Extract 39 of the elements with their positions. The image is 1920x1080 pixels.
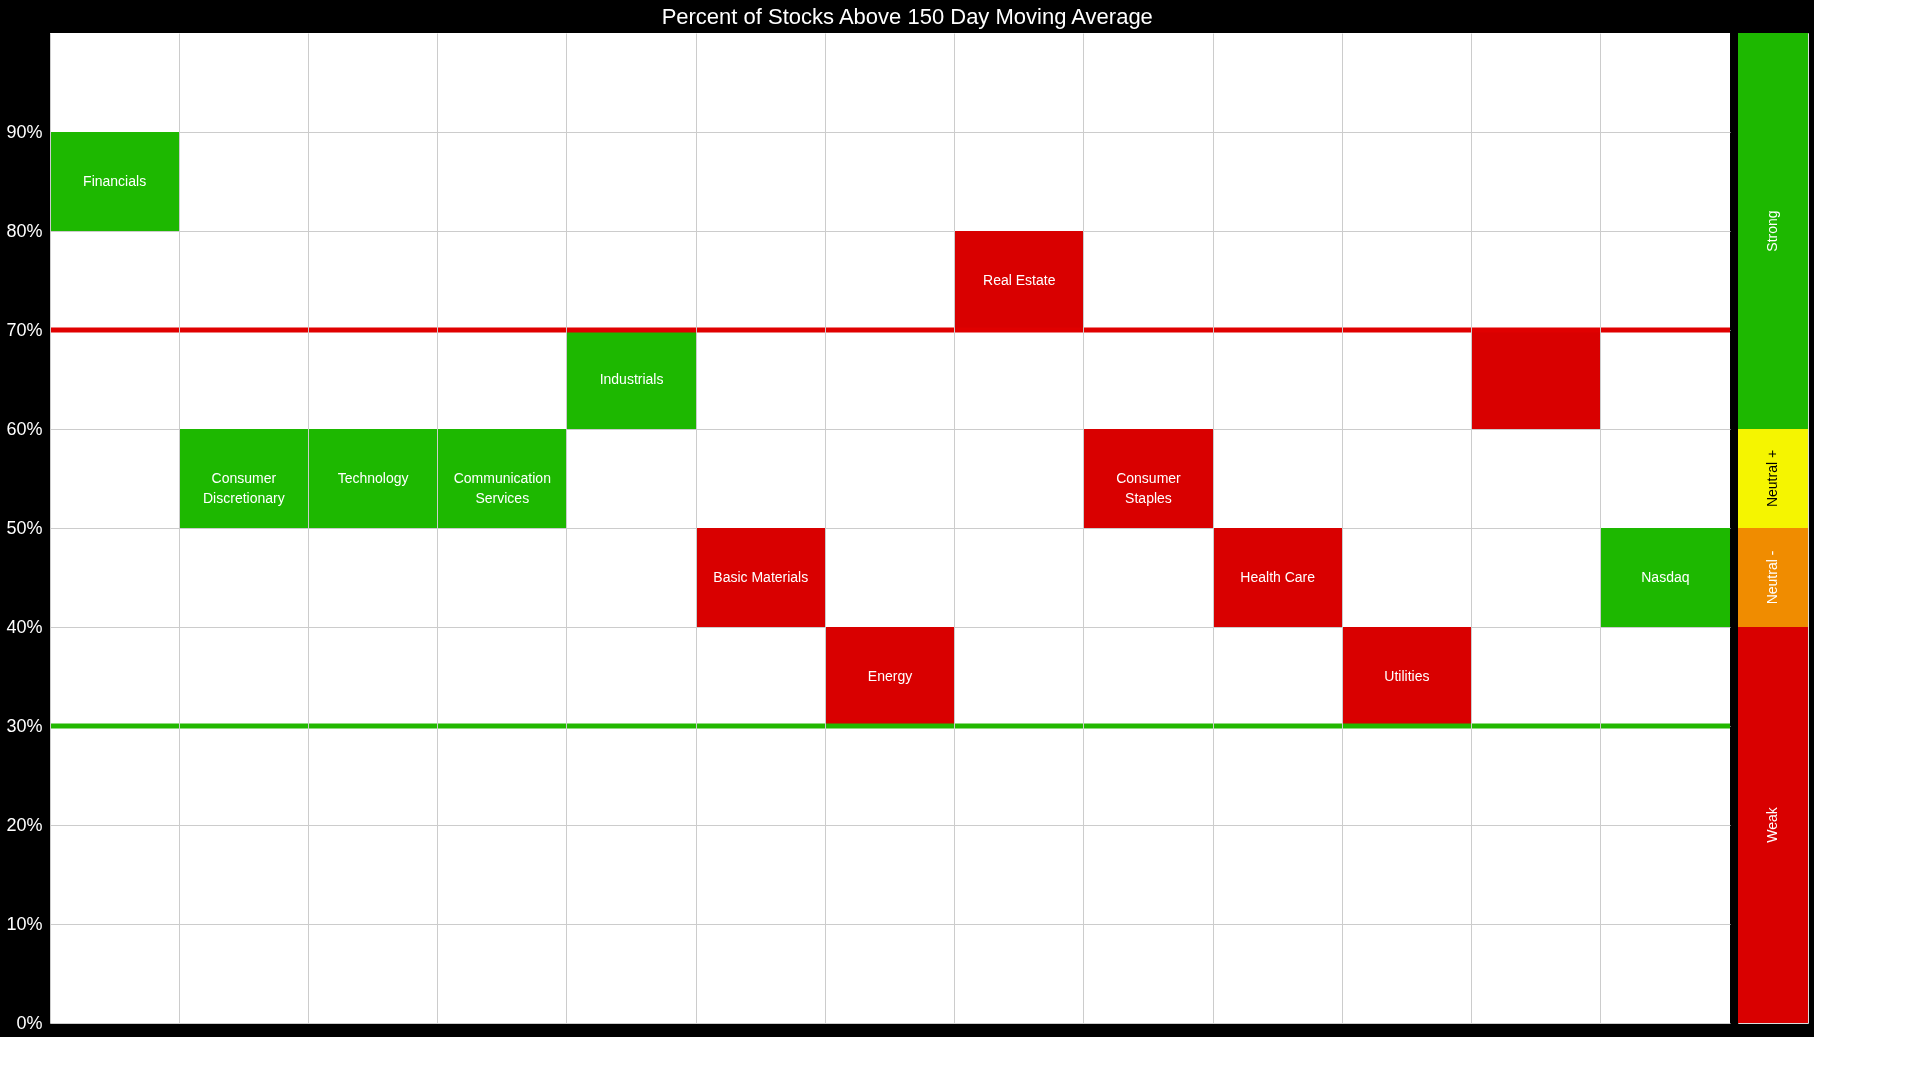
y-tick-label: 70% [6, 319, 43, 340]
bar [1083, 429, 1214, 528]
bar [1213, 528, 1343, 627]
bar [1600, 528, 1730, 627]
y-tick-label: 50% [6, 517, 43, 538]
series-label: Weak [1764, 806, 1780, 843]
y-tick-label: 80% [6, 220, 43, 241]
bar [696, 528, 826, 627]
y-tick-label: 90% [6, 121, 43, 142]
x-tick-label: Nasdaq [1641, 568, 1690, 585]
bar [50, 132, 180, 231]
y-tick-label: 10% [6, 913, 43, 934]
bar [1738, 528, 1808, 627]
x-tick-label: Industrials [599, 370, 664, 387]
x-tick-label: Technology [337, 469, 409, 486]
x-tick-label: Health Care [1240, 568, 1316, 585]
series-label: Neutral - [1764, 550, 1780, 605]
bar [1738, 33, 1808, 429]
y-tick-label: 20% [6, 814, 43, 835]
y-tick-label: 60% [6, 418, 43, 439]
bar [1342, 627, 1472, 726]
x-tick-label: Communication Services [453, 469, 551, 506]
y-tick-label: 0% [16, 1012, 43, 1033]
chart-title: Percent of Stocks Above 150 Day Moving Average [661, 3, 1153, 29]
series-label: Neutral + [1764, 449, 1780, 508]
bar [825, 627, 955, 726]
x-tick-label: Energy [867, 667, 913, 684]
y-tick-label: 30% [6, 715, 43, 736]
y-tick-label: 40% [6, 616, 43, 637]
x-tick-label: Consumer Staples [1116, 469, 1182, 506]
bar [566, 330, 697, 429]
x-tick-label: Financials [83, 172, 147, 189]
bar [1738, 627, 1808, 1023]
bar [1738, 429, 1808, 528]
x-tick-label: Consumer Discretionary [202, 469, 285, 506]
x-tick-label: Basic Materials [713, 568, 809, 585]
series-label: Strong [1764, 210, 1780, 252]
x-tick-label: Real Estate [983, 271, 1056, 288]
x-tick-label: Utilities [1384, 667, 1430, 684]
